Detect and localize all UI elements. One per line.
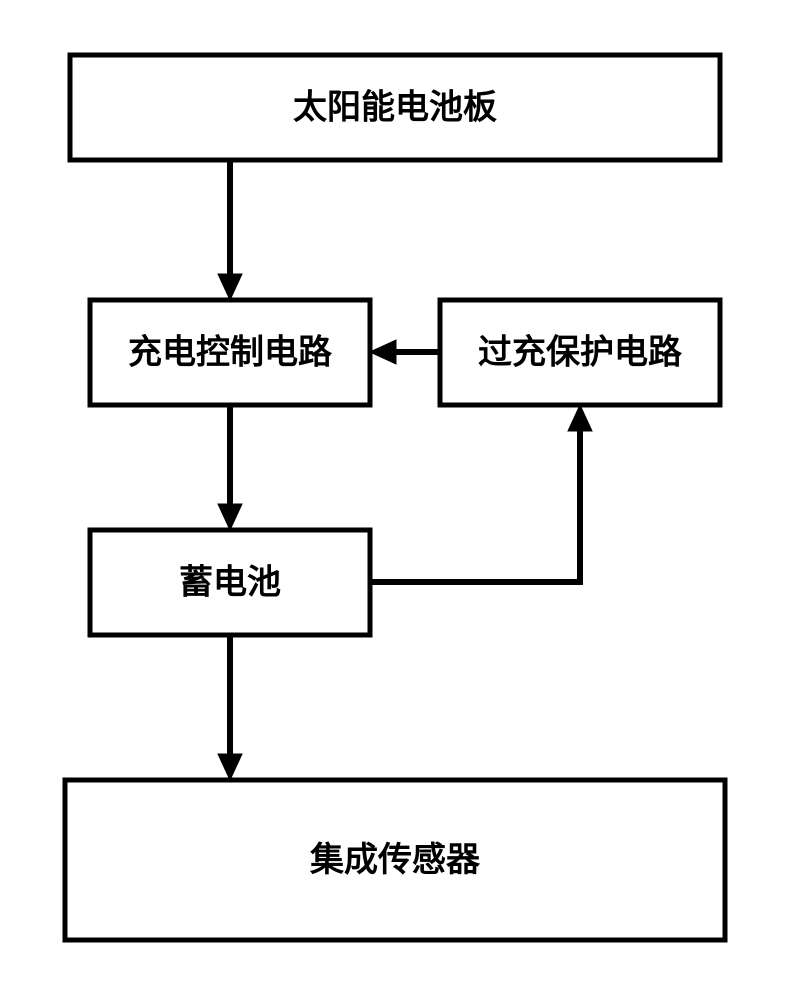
arrowhead-icon	[370, 340, 396, 364]
arrowhead-icon	[568, 405, 592, 431]
node-label: 蓄电池	[179, 563, 281, 601]
edge-protect-to-charge	[370, 340, 440, 364]
node-charge: 充电控制电路	[90, 300, 370, 405]
arrowhead-icon	[218, 754, 242, 780]
node-label: 充电控制电路	[128, 333, 333, 371]
edge-line	[370, 421, 580, 582]
node-label: 太阳能电池板	[293, 88, 497, 126]
edge-charge-to-battery	[218, 405, 242, 530]
node-label: 集成传感器	[309, 841, 481, 879]
edge-battery-to-protect	[370, 405, 592, 582]
edge-solar-to-charge	[218, 160, 242, 300]
node-solar: 太阳能电池板	[70, 55, 720, 160]
node-protect: 过充保护电路	[440, 300, 720, 405]
arrowhead-icon	[218, 504, 242, 530]
node-sensor: 集成传感器	[65, 780, 725, 940]
node-battery: 蓄电池	[90, 530, 370, 635]
edge-battery-to-sensor	[218, 635, 242, 780]
arrowhead-icon	[218, 274, 242, 300]
node-label: 过充保护电路	[478, 333, 683, 371]
flowchart-canvas: 太阳能电池板充电控制电路 过充保护电路蓄电池集成传感器	[0, 0, 788, 1000]
